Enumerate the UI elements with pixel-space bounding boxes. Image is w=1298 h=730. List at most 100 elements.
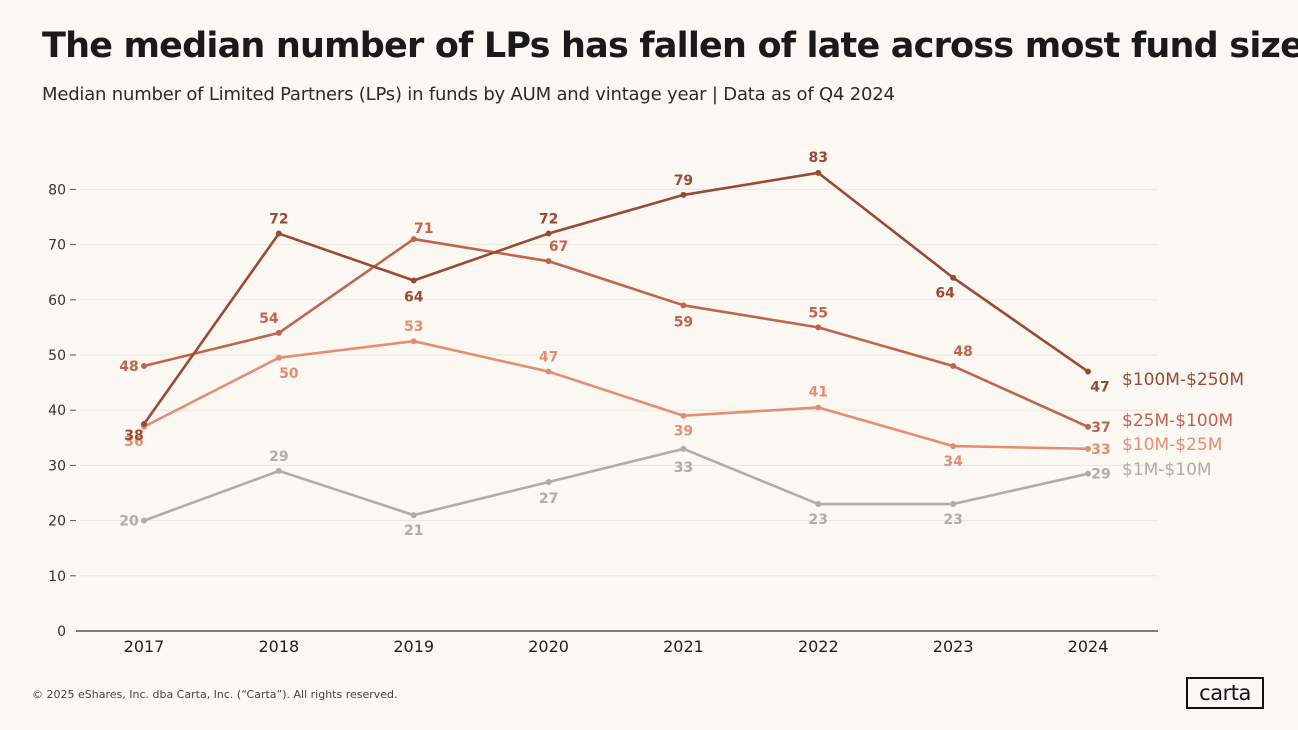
x-tick-label-2019: 2019 xyxy=(393,637,434,656)
data-label-s3-2020: 47 xyxy=(539,350,558,366)
data-label-s1-2021: 79 xyxy=(674,173,693,189)
data-point-s2-2023 xyxy=(950,363,957,370)
series-name-label-3: $10M-$25M xyxy=(1122,435,1222,455)
data-point-s3-2020 xyxy=(545,368,552,375)
data-point-s3-2019 xyxy=(410,338,417,345)
series-lines xyxy=(142,171,1089,522)
data-point-s1-2024 xyxy=(1085,368,1092,375)
data-label-s1-2017: 38 xyxy=(124,428,143,444)
data-label-s4-2022: 23 xyxy=(809,512,828,528)
data-point-s2-2017 xyxy=(141,363,147,370)
data-point-s1-2018 xyxy=(275,230,282,237)
y-tick-label-30: 30 xyxy=(48,458,66,474)
data-point-s3-2018 xyxy=(275,354,282,361)
series-name-label-2: $25M-$100M xyxy=(1122,411,1233,431)
data-label-s2-2022: 55 xyxy=(809,305,828,321)
data-label-s2-2023: 48 xyxy=(953,344,972,360)
data-label-s2-2017: 48 xyxy=(119,359,138,375)
data-label-s2-2021: 59 xyxy=(674,314,693,330)
data-point-s3-2024 xyxy=(1085,445,1092,452)
data-point-s3-2021 xyxy=(680,412,687,419)
data-label-s4-2020: 27 xyxy=(539,491,558,507)
data-label-s4-2018: 29 xyxy=(269,449,288,465)
data-point-s4-2018 xyxy=(275,467,282,474)
x-tick-label-2018: 2018 xyxy=(259,637,300,656)
data-label-s3-2022: 41 xyxy=(809,384,828,400)
data-label-s4-2021: 33 xyxy=(674,460,693,476)
data-point-s2-2024 xyxy=(1085,423,1092,430)
data-label-s3-2023: 34 xyxy=(943,454,963,470)
data-label-s3-2018: 50 xyxy=(279,366,299,382)
data-point-s1-2023 xyxy=(950,274,957,281)
series-legend-labels: $1M-$10M $10M-$25M $25M-$100M $100M-$250M xyxy=(1122,370,1244,480)
data-label-s1-2023: 64 xyxy=(935,286,955,302)
series-name-label-4: $1M-$10M xyxy=(1122,460,1212,480)
y-tick-label-70: 70 xyxy=(48,238,66,254)
series-line-2 xyxy=(143,237,1089,428)
data-point-s2-2021 xyxy=(680,302,687,309)
series-line-3 xyxy=(143,339,1089,451)
data-label-s3-2017: 36 xyxy=(124,434,143,450)
data-point-s4-2017 xyxy=(141,517,147,524)
data-point-s2-2022 xyxy=(815,324,822,331)
data-point-s1-2022 xyxy=(815,169,822,176)
carta-logo: carta xyxy=(1186,677,1264,709)
y-tick-label-0: 0 xyxy=(57,624,66,640)
x-tick-label-2020: 2020 xyxy=(528,637,569,656)
data-point-s4-2021 xyxy=(680,445,687,452)
data-label-s4-2024: 29 xyxy=(1091,467,1110,483)
chart-title: The median number of LPs has fallen of l… xyxy=(42,26,1298,66)
x-tick-label-2017: 2017 xyxy=(124,637,165,656)
carta-logo-text: carta xyxy=(1199,681,1251,705)
y-tick-label-60: 60 xyxy=(48,293,66,309)
data-label-s1-2019: 64 xyxy=(404,289,424,305)
data-label-s2-2019: 71 xyxy=(414,221,433,237)
y-tick-label-50: 50 xyxy=(48,348,66,364)
data-point-s3-2023 xyxy=(950,443,957,450)
data-label-s1-2022: 83 xyxy=(809,150,828,166)
gridlines xyxy=(80,188,1158,577)
data-point-s1-2017 xyxy=(141,421,147,427)
x-tick-label-2024: 2024 xyxy=(1068,637,1109,656)
data-label-s1-2024: 47 xyxy=(1090,380,1109,396)
series-line-1 xyxy=(142,171,1089,425)
data-point-s1-2021 xyxy=(680,191,687,198)
chart-subtitle: Median number of Limited Partners (LPs) … xyxy=(42,84,895,105)
data-point-s4-2024 xyxy=(1085,470,1092,477)
y-tick-label-10: 10 xyxy=(48,569,66,585)
y-tick-label-80: 80 xyxy=(48,182,66,198)
data-point-s4-2023 xyxy=(950,501,957,508)
x-tick-label-2023: 2023 xyxy=(933,637,974,656)
data-label-s2-2020: 67 xyxy=(549,239,568,255)
data-point-s2-2018 xyxy=(275,329,282,336)
series-value-labels: 20 29 21 27 33 23 23 29 36 50 53 47 39 41 34 33 48 54 71 67… xyxy=(119,150,1111,539)
data-label-s3-2019: 53 xyxy=(404,319,423,335)
y-tick-label-40: 40 xyxy=(48,403,66,419)
data-label-s4-2019: 21 xyxy=(404,523,423,539)
series-line-4 xyxy=(143,447,1089,522)
data-point-s3-2022 xyxy=(815,404,822,411)
y-tick-label-20: 20 xyxy=(48,514,66,530)
x-tick-label-2022: 2022 xyxy=(798,637,839,656)
data-point-s4-2020 xyxy=(545,478,552,485)
data-point-s1-2019 xyxy=(410,277,417,284)
series-name-label-1: $100M-$250M xyxy=(1122,370,1244,390)
data-label-s2-2018: 54 xyxy=(259,311,279,327)
data-label-s1-2018: 72 xyxy=(269,212,288,228)
data-point-s4-2019 xyxy=(410,512,417,519)
data-label-s4-2023: 23 xyxy=(943,512,962,528)
series-points xyxy=(141,169,1092,524)
data-label-s2-2024: 37 xyxy=(1091,420,1110,436)
x-tick-label-2021: 2021 xyxy=(663,637,704,656)
data-label-s4-2017: 20 xyxy=(119,514,139,530)
data-point-s2-2019 xyxy=(410,236,417,243)
data-point-s2-2020 xyxy=(545,258,552,265)
data-label-s1-2020: 72 xyxy=(539,212,558,228)
data-point-s1-2020 xyxy=(545,230,552,237)
data-point-s4-2022 xyxy=(815,501,822,508)
copyright-footer: © 2025 eShares, Inc. dba Carta, Inc. (“C… xyxy=(32,688,398,701)
data-label-s3-2024: 33 xyxy=(1091,442,1110,458)
data-label-s3-2021: 39 xyxy=(674,424,693,440)
